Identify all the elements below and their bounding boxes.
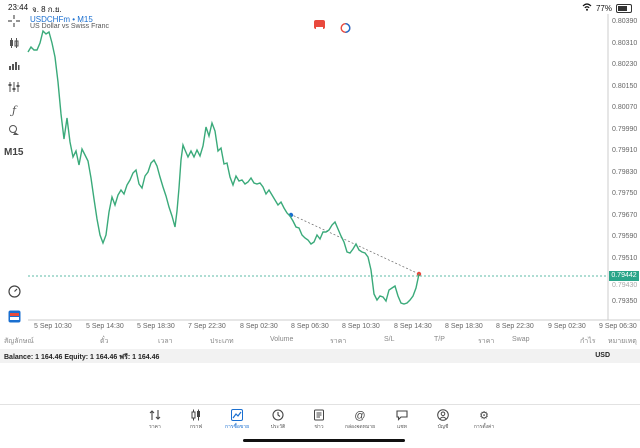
time-tick: 8 Sep 02:30 xyxy=(240,323,278,330)
symbol-title[interactable]: USDCHFm • M15 xyxy=(30,15,93,24)
time-tick: 8 Sep 10:30 xyxy=(342,323,380,330)
chart-type-icon[interactable] xyxy=(5,37,23,53)
price-series-line xyxy=(27,29,420,305)
price-tick: 0.79910 xyxy=(612,147,638,154)
nav-label: แชท xyxy=(397,424,407,430)
time-tick: 9 Sep 02:30 xyxy=(548,323,586,330)
nav-item-charts[interactable]: กราฟ xyxy=(176,409,216,431)
indicators-icon[interactable] xyxy=(5,59,23,75)
price-tick: 0.79750 xyxy=(612,190,638,197)
symbol-description: US Dollar vs Swiss Franc xyxy=(30,23,109,30)
price-tick: 0.79510 xyxy=(612,255,638,262)
price-tick: 0.80070 xyxy=(612,104,638,111)
one-click-trading-icon[interactable] xyxy=(5,310,23,326)
price-tick: 0.79670 xyxy=(612,212,638,219)
column-header-sl[interactable]: S/L xyxy=(384,336,395,343)
nav-item-history[interactable]: ประวัติ xyxy=(258,409,298,431)
column-header-comment[interactable]: หมายเหตุ xyxy=(608,338,637,345)
settings-icon: ⚙ xyxy=(479,410,489,422)
time-tick: 8 Sep 22:30 xyxy=(496,323,534,330)
nav-label: กราฟ xyxy=(189,424,203,430)
column-header-type[interactable]: ประเภท xyxy=(210,338,234,345)
home-indicator xyxy=(243,439,405,442)
trend-line xyxy=(289,213,420,275)
time-tick: 8 Sep 06:30 xyxy=(291,323,329,330)
nav-label: การซื้อขาย xyxy=(224,424,250,430)
chat-icon xyxy=(382,409,422,423)
column-header-symbol[interactable]: สัญลักษณ์ xyxy=(4,338,34,345)
nav-item-mailbox[interactable]: @ กล่องจดหมาย xyxy=(340,409,380,431)
price-tick: 0.80310 xyxy=(612,40,638,47)
nav-item-trade[interactable]: การซื้อขาย xyxy=(217,409,257,431)
account-icon xyxy=(423,409,463,423)
trade-toggle-icon[interactable] xyxy=(340,20,351,38)
status-time: 23:44 xyxy=(8,3,29,12)
sell-button-icon[interactable] xyxy=(314,20,325,30)
column-header-time[interactable]: เวลา xyxy=(158,338,173,345)
quotes-icon xyxy=(135,409,175,423)
time-tick: 5 Sep 18:30 xyxy=(137,323,175,330)
price-tick: 0.79990 xyxy=(612,126,638,133)
nav-item-chat[interactable]: แชท xyxy=(382,409,422,431)
time-tick: 7 Sep 22:30 xyxy=(188,323,226,330)
account-currency: USD xyxy=(595,352,610,359)
news-icon xyxy=(299,409,339,423)
status-bar: 23:44 จ. 8 ก.ย. 77% xyxy=(0,0,640,14)
time-tick: 9 Sep 06:30 xyxy=(599,323,637,330)
nav-label: ราคา xyxy=(149,424,161,430)
column-header-current-price[interactable]: ราคา xyxy=(478,338,495,345)
balance-row: Balance: 1 164.46 Equity: 1 164.46 ฟรี: … xyxy=(0,349,640,363)
history-icon xyxy=(258,409,298,423)
nav-item-quotes[interactable]: ราคา xyxy=(135,409,175,431)
current-price-badge: 0.79442 xyxy=(609,271,639,281)
price-chart[interactable] xyxy=(0,0,640,335)
objects-icon[interactable] xyxy=(5,124,23,140)
mailbox-icon: @ xyxy=(354,410,366,422)
nav-label: บัญชี xyxy=(437,424,449,430)
price-tick: 0.80390 xyxy=(612,18,638,25)
time-tick: 5 Sep 10:30 xyxy=(34,323,72,330)
time-tick: 8 Sep 14:30 xyxy=(394,323,432,330)
speedometer-icon[interactable] xyxy=(5,285,23,301)
candles-icon xyxy=(176,409,216,423)
adjust-icon[interactable] xyxy=(5,81,23,97)
trade-chart-icon xyxy=(217,409,257,423)
column-header-volume[interactable]: Volume xyxy=(270,336,294,343)
status-date: จ. 8 ก.ย. xyxy=(32,5,62,14)
function-icon[interactable]: ƒ xyxy=(11,104,17,117)
nav-label: ประวัติ xyxy=(270,424,286,430)
positions-table-header: สัญลักษณ์ ตั๋ว เวลา ประเภท Volume ราคา S… xyxy=(0,333,640,347)
battery-percent: 77% xyxy=(595,3,612,13)
price-tick: 0.79590 xyxy=(612,233,638,240)
column-header-swap[interactable]: Swap xyxy=(512,336,530,343)
column-header-ticket[interactable]: ตั๋ว xyxy=(100,338,109,345)
nav-item-account[interactable]: บัญชี xyxy=(423,409,463,431)
price-tick: 0.80230 xyxy=(612,61,638,68)
time-tick: 5 Sep 14:30 xyxy=(86,323,124,330)
nav-label: กล่องจดหมาย xyxy=(344,424,376,430)
time-tick: 8 Sep 18:30 xyxy=(445,323,483,330)
status-right: 77% xyxy=(582,3,632,13)
crosshair-icon[interactable] xyxy=(5,15,23,31)
column-header-price[interactable]: ราคา xyxy=(330,338,347,345)
battery-icon xyxy=(616,3,632,13)
price-tick: 0.79350 xyxy=(612,298,638,305)
nav-item-settings[interactable]: ⚙ การตั้งค่า xyxy=(464,409,504,431)
wifi-icon xyxy=(582,3,592,13)
balance-text: Balance: 1 164.46 Equity: 1 164.46 ฟรี: … xyxy=(4,354,160,361)
column-header-tp[interactable]: T/P xyxy=(434,336,445,343)
price-tick: 0.80150 xyxy=(612,83,638,90)
column-header-profit[interactable]: กำไร xyxy=(580,338,596,345)
nav-item-news[interactable]: ข่าว xyxy=(299,409,339,431)
nav-label: ข่าว xyxy=(314,424,324,430)
nav-label: การตั้งค่า xyxy=(473,424,495,430)
timeframe-label[interactable]: M15 xyxy=(4,147,24,158)
price-tick: 0.79830 xyxy=(612,169,638,176)
price-tick: 0.79430 xyxy=(612,282,638,289)
